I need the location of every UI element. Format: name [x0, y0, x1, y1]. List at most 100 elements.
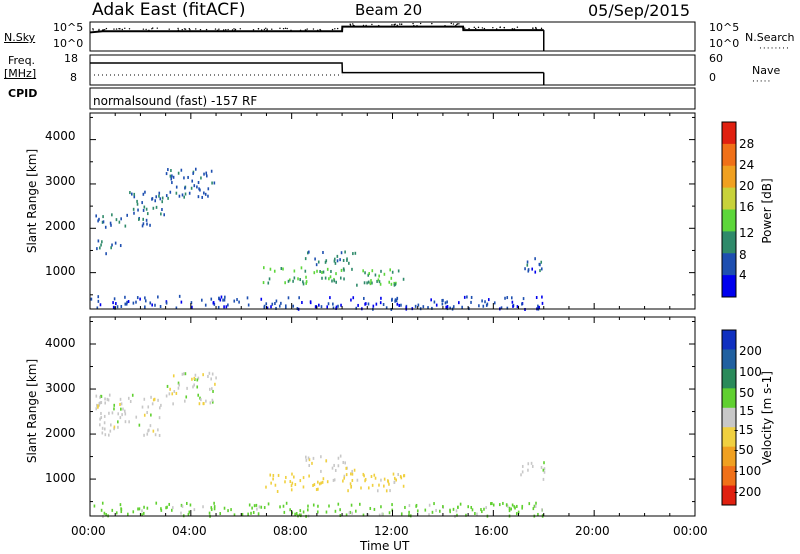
velocity-yaxis-label: Slant Range [km] — [25, 351, 39, 471]
cell-power — [187, 176, 189, 179]
cell-power — [391, 283, 393, 286]
cell-power — [299, 278, 301, 281]
cell-vel — [150, 424, 152, 427]
nsearch-point — [235, 29, 236, 30]
cell-power — [355, 252, 357, 255]
cell-vel — [277, 490, 279, 493]
cell-power — [314, 257, 316, 260]
cell-vel — [294, 513, 296, 516]
cell-power — [178, 172, 180, 175]
cell-power — [461, 306, 463, 309]
cell-vel — [328, 504, 330, 507]
cell-vel — [186, 387, 188, 390]
cell-power — [161, 200, 163, 203]
cell-power — [348, 262, 350, 265]
cell-vel — [284, 511, 286, 514]
cell-power — [488, 298, 490, 301]
cell-power — [539, 263, 541, 266]
cell-vel — [144, 414, 146, 417]
cell-vel — [541, 508, 543, 511]
nsearch-point — [182, 29, 183, 30]
nsearch-point — [232, 29, 233, 30]
cell-vel — [307, 508, 309, 511]
nsearch-point — [474, 27, 475, 28]
cell-power — [292, 305, 294, 308]
power-cbar-tick-12: 12 — [739, 226, 754, 240]
xtick-0000-end: 00:00 — [673, 524, 708, 538]
cell-vel — [215, 376, 217, 379]
cell-power — [521, 303, 523, 306]
nsearch-point — [512, 28, 513, 29]
cell-power — [267, 282, 269, 285]
cell-power — [363, 297, 365, 300]
cell-power — [173, 176, 175, 179]
cell-vel — [352, 473, 354, 476]
cell-power — [339, 258, 341, 261]
cell-vel — [139, 424, 141, 427]
cell-power — [136, 200, 138, 203]
cell-power — [119, 221, 121, 224]
cell-power — [380, 297, 382, 300]
cell-vel — [121, 508, 123, 511]
cell-vel — [108, 412, 110, 415]
cell-power — [282, 268, 284, 271]
cell-vel — [350, 472, 352, 475]
cell-power — [392, 271, 394, 274]
cell-power — [395, 298, 397, 301]
cell-power — [466, 295, 468, 298]
cell-power — [332, 303, 334, 306]
vel-cbar-tick-m100: -100 — [734, 464, 761, 478]
cell-vel — [544, 471, 546, 474]
nsearch-point — [391, 24, 392, 25]
cell-power — [131, 193, 133, 196]
cell-power — [484, 300, 486, 303]
nsearch-point — [365, 25, 366, 26]
cell-power — [280, 302, 282, 305]
cell-power — [301, 301, 303, 304]
cell-power — [263, 281, 265, 284]
cell-vel — [373, 474, 375, 477]
cell-power — [335, 281, 337, 284]
cell-power — [126, 214, 128, 217]
cell-vel — [506, 503, 508, 506]
cell-power — [144, 296, 146, 299]
cell-vel — [147, 507, 149, 510]
cell-vel — [480, 508, 482, 511]
cell-vel — [299, 509, 301, 512]
cell-power — [110, 224, 112, 227]
power-cbar-tick-16: 16 — [739, 200, 754, 214]
cell-vel — [332, 467, 334, 470]
cell-vel — [101, 401, 103, 404]
cell-vel — [150, 414, 152, 417]
cell-power — [442, 299, 444, 302]
power-ytick-2000: 2000 — [45, 219, 76, 233]
cell-vel — [314, 483, 316, 486]
power-yaxis-label: Slant Range [km] — [25, 141, 39, 261]
cell-power — [470, 301, 472, 304]
cell-power — [288, 280, 290, 283]
cell-power — [415, 305, 417, 308]
cell-power — [135, 301, 137, 304]
cell-vel — [256, 508, 258, 511]
cell-vel — [212, 399, 214, 402]
cell-power — [308, 251, 310, 254]
cell-power — [102, 215, 104, 218]
cell-vel — [128, 397, 130, 400]
cell-vel — [403, 474, 405, 477]
cell-power — [213, 302, 215, 305]
cell-power — [191, 306, 193, 309]
cell-power — [330, 270, 332, 273]
cell-power — [97, 295, 99, 298]
cell-power — [436, 304, 438, 307]
cell-power — [343, 277, 345, 280]
vel-cbar-tick-m50: -50 — [734, 443, 754, 457]
cell-power — [154, 304, 156, 307]
cell-vel — [211, 508, 213, 511]
nsky-line — [90, 27, 544, 33]
cell-vel — [211, 387, 213, 390]
cell-vel — [355, 510, 357, 513]
cell-power — [336, 306, 338, 309]
cell-power — [303, 282, 305, 285]
cell-vel — [394, 477, 396, 480]
cell-vel — [212, 373, 214, 376]
